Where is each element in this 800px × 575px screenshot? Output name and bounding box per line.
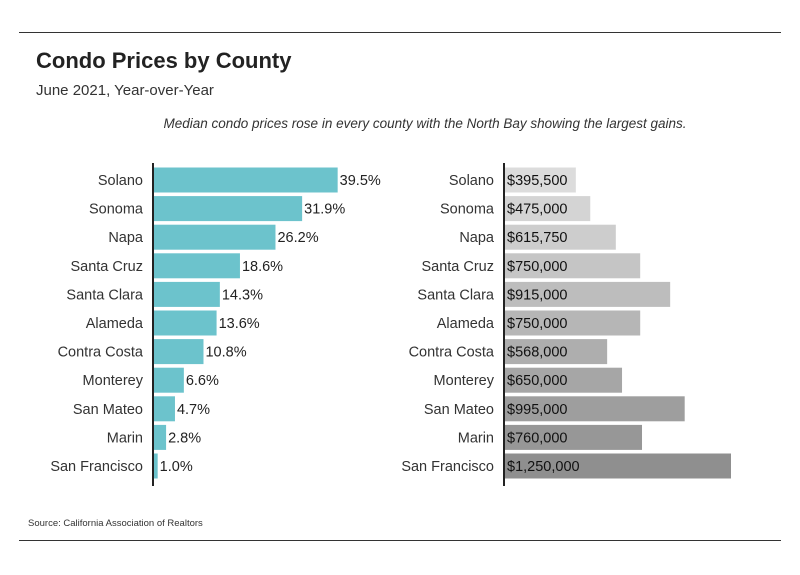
pct-category-label: Monterey <box>83 373 144 389</box>
pct-bar <box>153 453 158 479</box>
pct-value-label: 1.0% <box>160 459 193 475</box>
pct-category-label: Sonoma <box>89 202 144 218</box>
pct-value-label: 39.5% <box>340 173 381 189</box>
source-note: Source: California Association of Realto… <box>28 518 203 529</box>
price-bar <box>504 396 685 422</box>
price-bar <box>504 224 616 250</box>
price-category-label: Monterey <box>434 373 495 389</box>
pct-bar <box>153 167 338 193</box>
price-category-label: Contra Costa <box>409 345 495 361</box>
price-category-label: San Francisco <box>401 459 494 475</box>
price-value-label: $395,500 <box>507 173 567 189</box>
price-value-label: $475,000 <box>507 202 567 218</box>
price-bar <box>504 281 671 307</box>
pct-category-label: Santa Cruz <box>70 259 143 275</box>
pct-bar <box>153 310 217 336</box>
pct-bar <box>153 339 204 365</box>
bottom-rule <box>19 540 781 541</box>
chart-title: Condo Prices by County <box>36 48 292 73</box>
price-bar <box>504 310 641 336</box>
price-category-label: Santa Clara <box>417 287 495 303</box>
pct-category-label: Alameda <box>86 316 144 332</box>
price-category-label: Santa Cruz <box>421 259 494 275</box>
chart-subtitle: June 2021, Year-over-Year <box>36 82 214 99</box>
price-bar <box>504 253 641 279</box>
pct-category-label: San Francisco <box>50 459 143 475</box>
pct-category-label: Contra Costa <box>58 345 144 361</box>
price-category-label: San Mateo <box>424 402 494 418</box>
price-value-label: $1,250,000 <box>507 459 580 475</box>
price-category-label: Solano <box>449 173 494 189</box>
price-bar <box>504 196 591 222</box>
pct-bar <box>153 367 184 393</box>
pct-category-label: Napa <box>108 230 144 246</box>
pct-category-label: San Mateo <box>73 402 143 418</box>
top-rule <box>19 32 781 33</box>
price-value-label: $995,000 <box>507 402 567 418</box>
pct-value-label: 31.9% <box>304 202 345 218</box>
price-value-label: $650,000 <box>507 373 567 389</box>
price-bar <box>504 367 623 393</box>
pct-bar <box>153 424 167 450</box>
price-bar <box>504 339 608 365</box>
pct-value-label: 18.6% <box>242 259 283 275</box>
price-value-label: $750,000 <box>507 316 567 332</box>
chart-note: Median condo prices rose in every county… <box>163 116 687 131</box>
price-category-label: Sonoma <box>440 202 495 218</box>
price-bar <box>504 424 643 450</box>
pct-bar <box>153 396 175 422</box>
pct-bar <box>153 253 240 279</box>
pct-value-label: 6.6% <box>186 373 219 389</box>
pct-category-label: Solano <box>98 173 143 189</box>
percent-change-chart: Solano 39.5% Sonoma 31.9% Napa 26.2% Santa Cru… <box>50 163 381 486</box>
price-value-label: $915,000 <box>507 287 567 303</box>
pct-bar <box>153 281 220 307</box>
pct-value-label: 10.8% <box>205 345 246 361</box>
price-bar <box>504 453 731 479</box>
price-bar <box>504 167 576 193</box>
price-value-label: $760,000 <box>507 430 567 446</box>
pct-value-label: 14.3% <box>222 287 263 303</box>
pct-value-label: 26.2% <box>277 230 318 246</box>
pct-category-label: Santa Clara <box>66 287 144 303</box>
pct-bar <box>153 224 276 250</box>
pct-bar <box>153 196 303 222</box>
price-value-label: $750,000 <box>507 259 567 275</box>
price-value-label: $615,750 <box>507 230 567 246</box>
price-category-label: Marin <box>458 430 494 446</box>
price-category-label: Alameda <box>437 316 495 332</box>
pct-value-label: 2.8% <box>168 430 201 446</box>
price-value-label: $568,000 <box>507 345 567 361</box>
median-price-chart: Solano $395,500 Sonoma $475,000 Napa $615,750… <box>401 163 731 486</box>
price-category-label: Napa <box>459 230 495 246</box>
pct-category-label: Marin <box>107 430 143 446</box>
pct-value-label: 13.6% <box>219 316 260 332</box>
pct-value-label: 4.7% <box>177 402 210 418</box>
